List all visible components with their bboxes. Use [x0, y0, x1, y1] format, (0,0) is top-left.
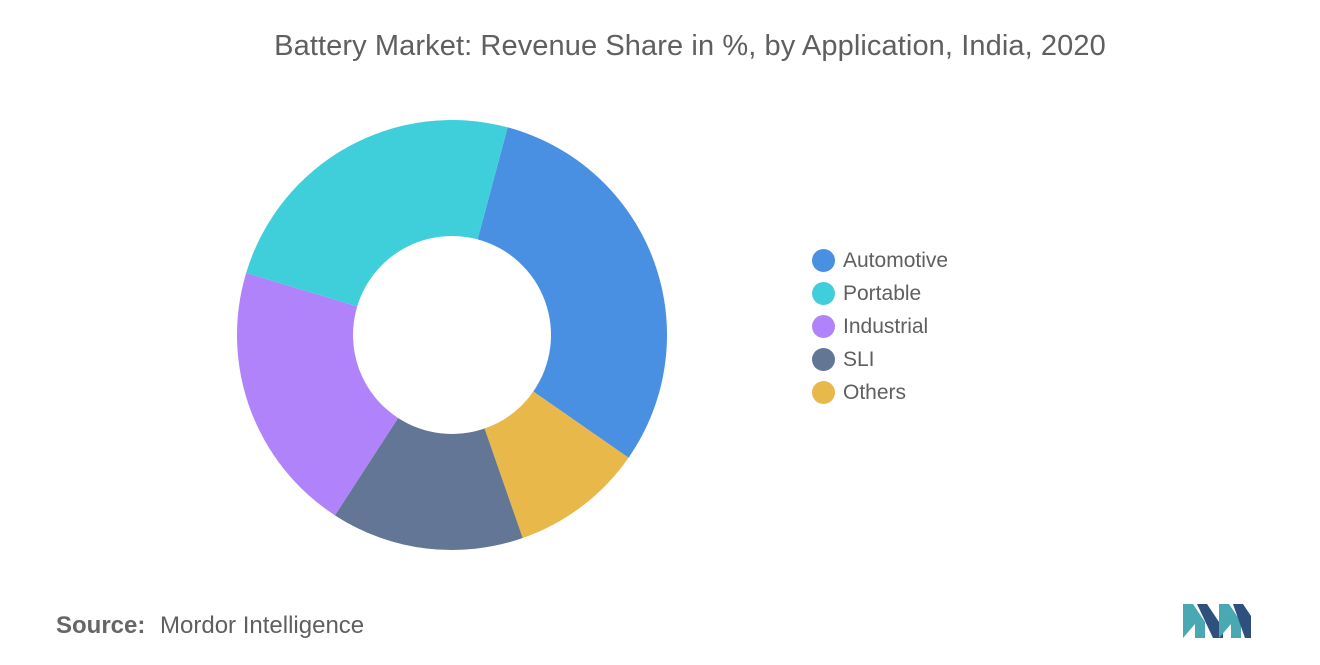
legend-swatch-industrial	[812, 315, 835, 338]
chart-title: Battery Market: Revenue Share in %, by A…	[274, 30, 1106, 62]
legend-label-others: Others	[843, 380, 907, 404]
legend-swatch-automotive	[812, 249, 835, 272]
legend-label-automotive: Automotive	[843, 248, 949, 272]
chart-legend: Automotive Portable Industrial SLI Other…	[812, 244, 948, 409]
donut-slice-portable	[246, 120, 508, 307]
source-text: Mordor Intelligence	[160, 612, 365, 639]
mordor-intelligence-logo-icon	[1183, 604, 1251, 638]
donut-slice-sli	[334, 418, 523, 550]
legend-label-portable: Portable	[843, 281, 922, 305]
legend-item-sli: SLI	[812, 343, 948, 376]
legend-item-others: Others	[812, 376, 948, 409]
legend-item-portable: Portable	[812, 277, 948, 310]
legend-swatch-others	[812, 381, 835, 404]
donut-slice-others	[484, 391, 629, 539]
source-attribution: Source: Mordor Intelligence	[56, 612, 364, 640]
legend-label-sli: SLI	[843, 347, 875, 371]
legend-label-industrial: Industrial	[843, 314, 929, 338]
legend-item-automotive: Automotive	[812, 244, 948, 277]
legend-item-industrial: Industrial	[812, 310, 948, 343]
source-label: Source:	[56, 612, 146, 639]
donut-slice-industrial	[237, 272, 399, 516]
legend-swatch-portable	[812, 282, 835, 305]
donut-slice-automotive	[477, 127, 667, 458]
legend-swatch-sli	[812, 348, 835, 371]
